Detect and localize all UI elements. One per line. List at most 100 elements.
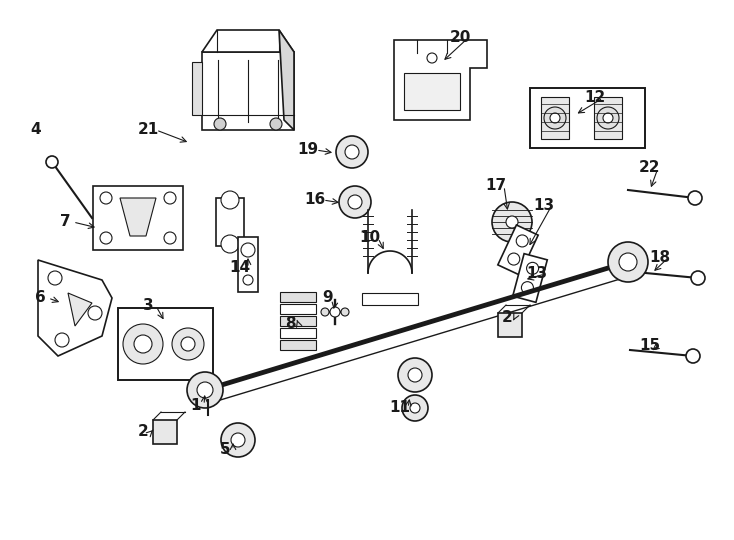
Text: 4: 4 xyxy=(31,123,41,138)
Circle shape xyxy=(506,216,518,228)
Circle shape xyxy=(231,433,245,447)
Text: 10: 10 xyxy=(360,231,380,246)
Circle shape xyxy=(619,253,637,271)
Circle shape xyxy=(516,235,528,247)
Circle shape xyxy=(447,88,457,98)
Circle shape xyxy=(88,306,102,320)
Circle shape xyxy=(686,349,700,363)
Polygon shape xyxy=(238,237,258,292)
Circle shape xyxy=(405,86,419,100)
Text: 6: 6 xyxy=(34,291,46,306)
Circle shape xyxy=(603,113,613,123)
Circle shape xyxy=(46,156,58,168)
Text: 11: 11 xyxy=(390,401,410,415)
Circle shape xyxy=(402,395,428,421)
Circle shape xyxy=(691,271,705,285)
Circle shape xyxy=(408,368,422,382)
Circle shape xyxy=(526,262,539,274)
Text: 19: 19 xyxy=(297,143,319,158)
Circle shape xyxy=(398,358,432,392)
Circle shape xyxy=(164,192,176,204)
Text: 18: 18 xyxy=(650,251,671,266)
Circle shape xyxy=(345,145,359,159)
Circle shape xyxy=(339,186,371,218)
Circle shape xyxy=(172,328,204,360)
Circle shape xyxy=(100,192,112,204)
Circle shape xyxy=(492,202,532,242)
Circle shape xyxy=(336,136,368,168)
Circle shape xyxy=(197,382,213,398)
Circle shape xyxy=(48,271,62,285)
Text: 2: 2 xyxy=(501,309,512,325)
Bar xyxy=(541,97,569,139)
Text: 13: 13 xyxy=(534,198,555,213)
Circle shape xyxy=(243,275,253,285)
Bar xyxy=(280,328,316,338)
Circle shape xyxy=(521,282,534,294)
Circle shape xyxy=(55,333,69,347)
Bar xyxy=(202,52,294,130)
Circle shape xyxy=(270,118,282,130)
Circle shape xyxy=(214,118,226,130)
Bar xyxy=(530,88,645,148)
Circle shape xyxy=(508,253,520,265)
Text: 17: 17 xyxy=(485,179,506,193)
Bar xyxy=(594,97,622,139)
Circle shape xyxy=(321,308,329,316)
Bar xyxy=(498,313,522,337)
Circle shape xyxy=(597,107,619,129)
Text: 22: 22 xyxy=(639,160,661,176)
Polygon shape xyxy=(216,198,244,246)
Text: 15: 15 xyxy=(639,339,661,354)
Bar xyxy=(280,316,316,326)
Polygon shape xyxy=(38,260,112,356)
Circle shape xyxy=(134,335,152,353)
Circle shape xyxy=(348,195,362,209)
Circle shape xyxy=(410,403,420,413)
Bar xyxy=(362,293,418,305)
Text: 9: 9 xyxy=(323,289,333,305)
Text: 13: 13 xyxy=(526,267,548,281)
Polygon shape xyxy=(68,293,92,326)
Circle shape xyxy=(100,232,112,244)
Polygon shape xyxy=(202,30,294,52)
Polygon shape xyxy=(279,30,294,130)
Text: 16: 16 xyxy=(305,192,326,207)
Text: 20: 20 xyxy=(449,30,470,45)
Polygon shape xyxy=(404,73,460,110)
Circle shape xyxy=(330,307,340,317)
Text: 7: 7 xyxy=(59,214,70,230)
Polygon shape xyxy=(394,40,487,120)
Text: 5: 5 xyxy=(219,442,230,457)
Circle shape xyxy=(187,372,223,408)
Circle shape xyxy=(241,243,255,257)
Text: 12: 12 xyxy=(584,91,606,105)
Bar xyxy=(280,304,316,314)
Text: 3: 3 xyxy=(142,299,153,314)
Bar xyxy=(280,292,316,302)
Circle shape xyxy=(221,191,239,209)
Text: 14: 14 xyxy=(230,260,250,275)
Circle shape xyxy=(544,107,566,129)
Circle shape xyxy=(221,235,239,253)
Bar xyxy=(153,420,177,444)
Bar xyxy=(118,308,213,380)
Polygon shape xyxy=(498,225,538,275)
Text: 2: 2 xyxy=(138,424,148,440)
Circle shape xyxy=(608,242,648,282)
Circle shape xyxy=(164,232,176,244)
Circle shape xyxy=(123,324,163,364)
Text: 1: 1 xyxy=(191,397,201,413)
Bar xyxy=(192,62,202,115)
Circle shape xyxy=(688,191,702,205)
Polygon shape xyxy=(93,186,183,250)
Circle shape xyxy=(341,308,349,316)
Text: 21: 21 xyxy=(137,123,159,138)
Text: 8: 8 xyxy=(285,315,295,330)
Circle shape xyxy=(181,337,195,351)
Polygon shape xyxy=(513,254,548,302)
Circle shape xyxy=(221,423,255,457)
Circle shape xyxy=(550,113,560,123)
Bar xyxy=(280,340,316,350)
Polygon shape xyxy=(120,198,156,236)
